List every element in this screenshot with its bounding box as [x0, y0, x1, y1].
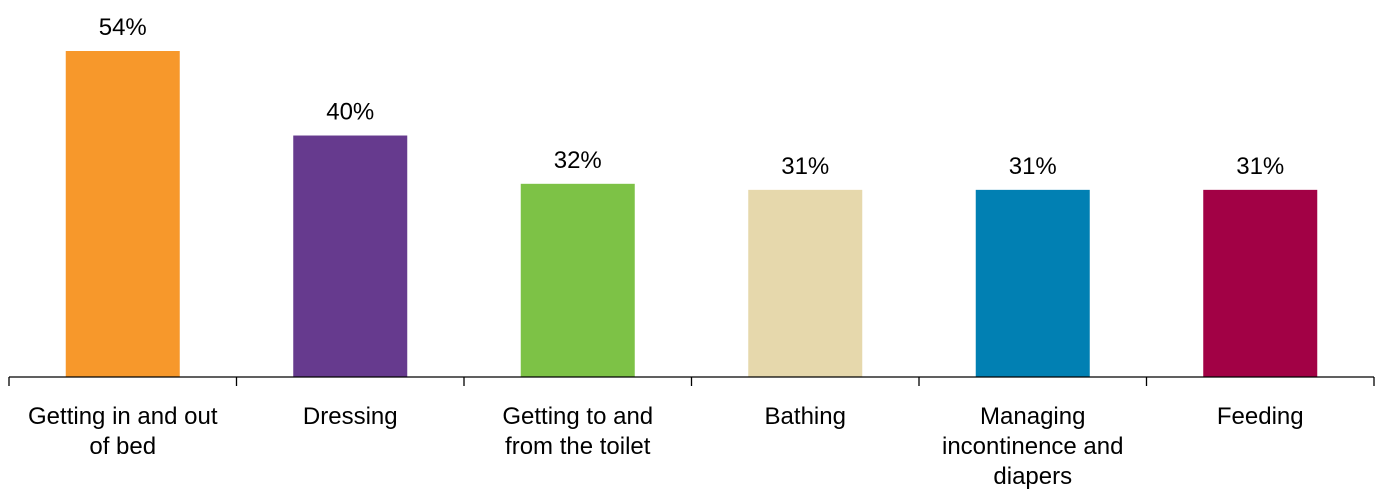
category-label: Managing incontinence and diapers — [942, 403, 1123, 489]
bar — [293, 135, 408, 377]
category-label-line: Getting in and out — [28, 403, 218, 430]
bar — [520, 183, 635, 377]
category-label-line: Getting to and — [502, 403, 653, 430]
bar — [1203, 189, 1318, 377]
bar-value-label: 31% — [1009, 153, 1057, 180]
category-label-line: Dressing — [303, 403, 398, 430]
bar-value-label: 32% — [554, 147, 602, 174]
category-label: Getting to and from the toilet — [502, 403, 653, 460]
category-label: Dressing — [303, 403, 398, 430]
category-label-line: Bathing — [765, 403, 846, 430]
category-label: Getting in and out of bed — [28, 403, 218, 460]
bar — [748, 189, 863, 377]
bar — [975, 189, 1090, 377]
bar-value-label: 40% — [326, 99, 374, 126]
category-label-line: Feeding — [1217, 403, 1304, 430]
bar-value-label: 54% — [99, 14, 147, 41]
category-label: Feeding — [1217, 403, 1304, 430]
category-label-line: Managing — [980, 403, 1085, 430]
category-label-line: of bed — [89, 433, 156, 460]
category-label-line: incontinence and — [942, 433, 1123, 460]
category-label-line: diapers — [993, 463, 1072, 489]
value-labels-group: 54% 40% 32% 31% 31% 31% — [99, 14, 1285, 180]
bar-value-label: 31% — [781, 153, 829, 180]
bars-group — [65, 51, 1318, 377]
x-axis-ticks — [8, 377, 1375, 386]
category-label-line: from the toilet — [505, 433, 651, 460]
bar-value-label: 31% — [1236, 153, 1284, 180]
category-labels-group: Getting in and out of bed Dressing Getting … — [28, 403, 1304, 489]
category-label: Bathing — [765, 403, 846, 430]
bar — [65, 51, 180, 377]
